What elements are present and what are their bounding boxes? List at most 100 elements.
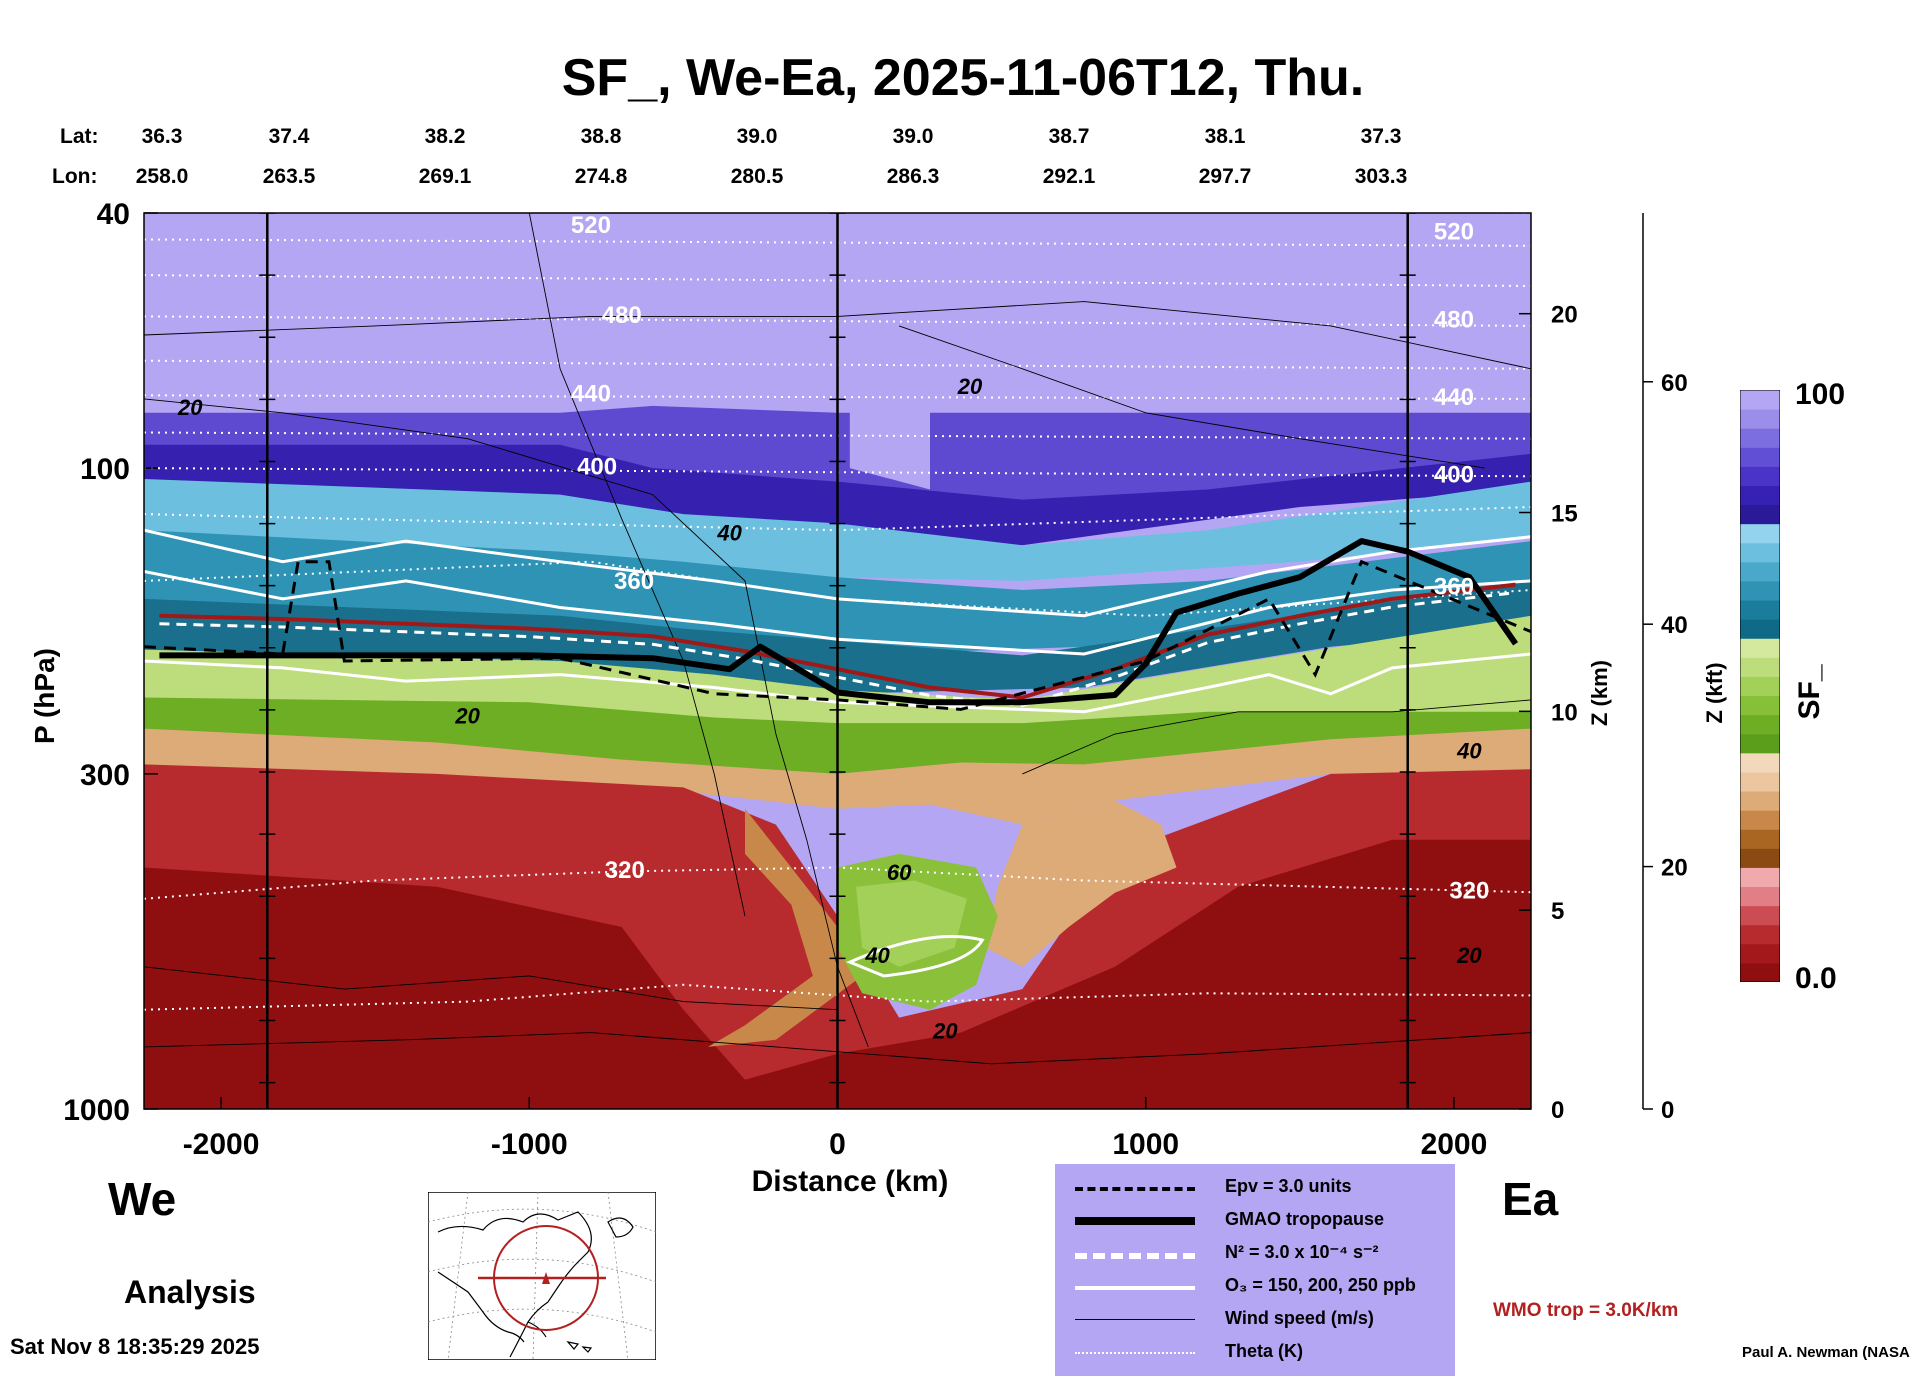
wind-label: 20: [932, 1018, 958, 1043]
colorbar-swatch: [1740, 542, 1780, 563]
colorbar-swatch: [1740, 600, 1780, 620]
colorbar-swatch: [1740, 638, 1780, 658]
lon-value: 258.0: [135, 165, 189, 188]
wind-label: 20: [177, 395, 203, 420]
sf-band: [144, 839, 1531, 1109]
colorbar-swatch: [1740, 676, 1780, 697]
colorbar-swatch: [1740, 447, 1780, 467]
theta-label: 480: [1434, 307, 1474, 334]
map-graticule: [428, 1192, 656, 1360]
colorbar-swatch: [1740, 657, 1780, 677]
wind-speed-contour: [898, 325, 1485, 469]
theta-label: 320: [1449, 878, 1489, 905]
zkm-axis-label: Z (km): [1587, 660, 1612, 726]
colorbar-swatch: [1740, 829, 1780, 849]
o3-contour: [144, 652, 1531, 714]
zkm-tick-label: 5: [1551, 898, 1564, 925]
legend-text-o3: O₃ = 150, 200, 250 ppb: [1225, 1275, 1416, 1295]
lon-value: 297.7: [1198, 165, 1252, 188]
zkft-tick-label: 40: [1661, 612, 1688, 639]
theta-label: 440: [1434, 384, 1474, 411]
zkft-axis-label: Z (kft): [1702, 662, 1727, 724]
lon-value: 280.5: [730, 165, 784, 188]
legend-text-n2: N² = 3.0 x 10⁻⁴ s⁻²: [1225, 1242, 1379, 1262]
colorbar-min-label: 0.0: [1795, 962, 1837, 995]
contour-overlays: 520 520 480 480 440 440 400 400 360 360 320 320 20 20…: [144, 213, 1531, 1109]
lat-value: 37.4: [268, 125, 310, 148]
theta-label: 360: [1434, 574, 1474, 601]
wind-speed-contour: [528, 213, 746, 917]
colorbar-swatch: [1740, 466, 1780, 486]
colorbar-swatch: [1740, 580, 1780, 601]
analysis-label: Analysis: [124, 1274, 256, 1310]
lon-value: 286.3: [886, 165, 940, 188]
lon-value: 274.8: [574, 165, 628, 188]
o3-contour-low: [845, 935, 985, 978]
colorbar-swatch: [1740, 390, 1780, 410]
theta-label: 520: [1434, 218, 1474, 245]
lat-value: 37.3: [1360, 125, 1402, 148]
y-tick-label: 100: [80, 453, 130, 486]
colorbar-swatch: [1740, 886, 1780, 907]
zkft-tick-label: 0: [1661, 1097, 1674, 1124]
colorbar-swatch: [1740, 428, 1780, 448]
colorbar-swatch: [1740, 867, 1780, 888]
x-tick-label: -2000: [183, 1128, 260, 1161]
zkm-tick-label: 15: [1551, 501, 1578, 528]
lat-value: 38.2: [424, 125, 466, 148]
lat-label: Lat:: [60, 125, 99, 148]
y-axis-label: P (hPa): [29, 648, 60, 744]
lon-value: 303.3: [1354, 165, 1408, 188]
legend-swatch-epv: [1075, 1187, 1195, 1191]
legend-swatch-theta: [1075, 1352, 1195, 1354]
theta-label: 440: [571, 381, 611, 408]
west-label: We: [108, 1173, 177, 1225]
y-tick-label: 300: [80, 759, 130, 792]
colorbar-swatch: [1740, 733, 1780, 754]
legend-row-theta: Theta (K): [1055, 1339, 1455, 1369]
colorbar-swatch: [1740, 409, 1780, 429]
wind-label: 60: [887, 860, 912, 885]
colorbar-swatch: [1740, 485, 1780, 506]
legend-text-epv: Epv = 3.0 units: [1225, 1176, 1352, 1196]
zkft-tick-label: 20: [1661, 855, 1688, 882]
colorbar-swatch: [1740, 848, 1780, 868]
legend-text-theta: Theta (K): [1225, 1341, 1303, 1361]
zkft-tick-label: 60: [1661, 370, 1688, 397]
sf-band: [985, 800, 1177, 967]
o3-contour: [144, 570, 1531, 656]
chart-title: SF_, We-Ea, 2025-11-06T12, Thu.: [561, 49, 1365, 107]
lat-value: 39.0: [892, 125, 934, 148]
wind-speed-contour: [144, 966, 838, 1011]
legend-swatch-tropopause: [1075, 1217, 1195, 1225]
wmo-note: WMO trop = 3.0K/km: [1493, 1300, 1679, 1321]
wind-label: 40: [1456, 738, 1482, 763]
legend: Epv = 3.0 units GMAO tropopause N² = 3.0…: [1055, 1164, 1455, 1376]
zkm-tick-label: 0: [1551, 1097, 1564, 1124]
zkm-tick-label: 20: [1551, 302, 1578, 329]
sf-band: [849, 368, 930, 490]
wind-speed-contour: [144, 398, 869, 1048]
wind-speed-contour: [1022, 699, 1531, 775]
lat-value: 38.7: [1048, 125, 1090, 148]
legend-row-wind: Wind speed (m/s): [1055, 1306, 1455, 1336]
colorbar-swatch: [1740, 924, 1780, 945]
coastlines: [437, 1211, 634, 1358]
lat-value: 38.8: [580, 125, 622, 148]
colorbar-swatch: [1740, 810, 1780, 830]
legend-swatch-wind: [1075, 1319, 1195, 1320]
theta-label: 400: [1434, 462, 1474, 489]
lat-value: 38.1: [1204, 125, 1246, 148]
legend-row-epv: Epv = 3.0 units: [1055, 1174, 1455, 1204]
colorbar-label-wrap: SF_: [1780, 660, 1840, 720]
wind-label: 20: [1456, 943, 1482, 968]
x-tick-label: 1000: [1112, 1128, 1179, 1161]
colorbar-swatch: [1740, 714, 1780, 735]
lon-label: Lon:: [52, 165, 98, 188]
epv-contour: [144, 559, 1531, 711]
zkm-label-wrap: Z (km): [1575, 640, 1615, 750]
lat-value: 36.3: [141, 125, 183, 148]
colorbar-swatch: [1740, 561, 1780, 582]
colorbar-swatch: [1740, 695, 1780, 716]
colorbar-swatch: [1740, 504, 1780, 525]
